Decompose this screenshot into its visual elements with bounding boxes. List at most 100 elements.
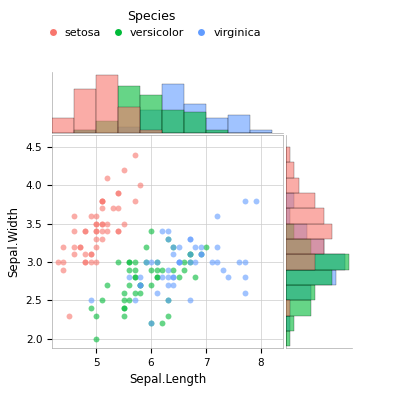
Point (93, 336, 99, 342)
Point (120, 312, 127, 319)
Point (60, 259, 66, 265)
Point (164, 282, 171, 288)
Bar (286, 285, 311, 300)
Point (131, 297, 138, 304)
Point (98, 236, 105, 242)
Point (82, 259, 88, 265)
Point (170, 244, 176, 250)
Point (82, 259, 88, 265)
Point (170, 274, 176, 281)
Point (203, 244, 209, 250)
Point (186, 259, 193, 265)
Point (164, 236, 171, 242)
Point (148, 282, 154, 288)
Point (104, 228, 110, 234)
Point (219, 266, 226, 273)
Point (137, 282, 143, 288)
Bar (286, 270, 336, 285)
Point (93, 213, 99, 219)
Point (93, 220, 99, 227)
Point (170, 274, 176, 281)
Point (197, 251, 204, 258)
Bar (118, 127, 140, 133)
Point (170, 251, 176, 258)
Point (175, 244, 182, 250)
Point (236, 259, 242, 265)
Bar (286, 300, 290, 316)
Point (159, 274, 165, 281)
Point (153, 274, 160, 281)
Bar (286, 224, 332, 239)
Point (159, 228, 165, 234)
Point (186, 236, 193, 242)
Point (131, 198, 138, 204)
Bar (184, 112, 206, 133)
Bar (286, 239, 324, 254)
Point (126, 297, 132, 304)
Point (170, 266, 176, 273)
Point (241, 259, 248, 265)
Point (98, 205, 105, 212)
Bar (286, 147, 290, 162)
Point (197, 251, 204, 258)
Point (115, 190, 121, 196)
Point (98, 220, 105, 227)
Point (181, 259, 187, 265)
Point (197, 251, 204, 258)
Bar (74, 130, 96, 133)
Bar (286, 193, 294, 208)
Point (82, 251, 88, 258)
Point (214, 259, 220, 265)
Legend: setosa, versicolor, virginica: setosa, versicolor, virginica (42, 10, 261, 38)
Point (98, 220, 105, 227)
Point (115, 190, 121, 196)
Bar (74, 130, 96, 133)
Point (170, 244, 176, 250)
Point (93, 259, 99, 265)
Bar (184, 104, 206, 133)
Bar (206, 130, 228, 133)
Point (186, 251, 193, 258)
Point (153, 259, 160, 265)
Point (137, 282, 143, 288)
Point (87, 259, 94, 265)
Bar (286, 224, 294, 239)
Point (214, 244, 220, 250)
Point (60, 244, 66, 250)
Point (131, 274, 138, 281)
Point (153, 259, 160, 265)
Point (98, 198, 105, 204)
Bar (118, 107, 140, 133)
Bar (286, 254, 345, 270)
Point (93, 220, 99, 227)
Bar (286, 254, 315, 270)
Point (148, 228, 154, 234)
Bar (286, 162, 294, 178)
Bar (140, 110, 162, 133)
Point (104, 174, 110, 181)
Point (104, 220, 110, 227)
Point (82, 228, 88, 234)
Point (82, 228, 88, 234)
Point (175, 274, 182, 281)
Point (192, 244, 198, 250)
Point (137, 282, 143, 288)
Point (71, 228, 77, 234)
Point (131, 152, 138, 158)
Bar (286, 316, 290, 331)
Point (87, 251, 94, 258)
Point (126, 282, 132, 288)
Point (170, 282, 176, 288)
Bar (74, 89, 96, 133)
Bar (286, 208, 324, 224)
Point (87, 305, 94, 311)
Point (87, 297, 94, 304)
Point (115, 259, 121, 265)
Point (153, 274, 160, 281)
Bar (286, 285, 315, 300)
Point (93, 236, 99, 242)
Bar (118, 86, 140, 133)
Point (93, 244, 99, 250)
Point (186, 297, 193, 304)
Point (115, 228, 121, 234)
